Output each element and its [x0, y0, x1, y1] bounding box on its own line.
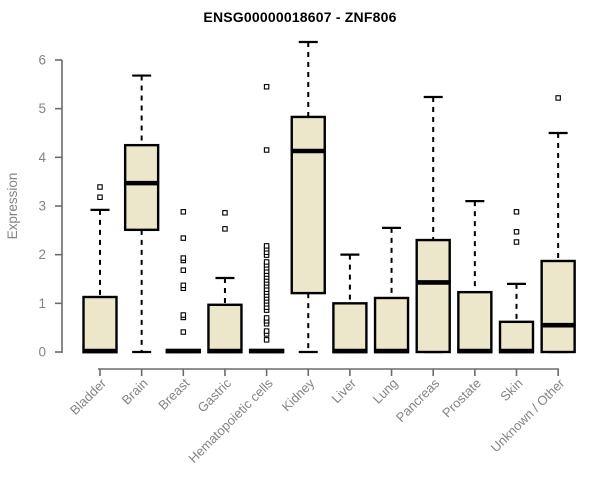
box-rect	[207, 303, 243, 354]
y-tick-label: 4	[38, 150, 46, 165]
box-rect	[540, 259, 576, 354]
box-group-brain	[123, 74, 160, 354]
outlier-point	[180, 267, 187, 273]
outlier-point	[263, 315, 270, 321]
outlier-point	[513, 239, 520, 245]
x-tick-label: Bladder	[67, 375, 110, 418]
box-group-pancreas	[415, 95, 451, 354]
outlier-point	[263, 243, 270, 249]
outlier-point	[180, 235, 187, 241]
x-tick-label: Liver	[328, 375, 359, 406]
box-group-kidney	[290, 40, 326, 354]
x-tick-label: Breast	[155, 375, 192, 412]
box-group-hematopoietic-cells	[248, 83, 285, 354]
outlier-point	[555, 95, 561, 101]
x-tick-label: Skin	[497, 376, 525, 404]
box-group-prostate	[457, 200, 493, 354]
outlier-point	[513, 209, 520, 215]
box-rect	[290, 115, 326, 295]
outlier-point	[263, 259, 270, 265]
box-group-unknown-other	[540, 95, 576, 354]
chart-title: ENSG00000018607 - ZNF806	[203, 9, 397, 25]
outlier-point	[263, 83, 270, 90]
x-tick-label: Gastric	[194, 375, 234, 415]
outlier-point	[222, 226, 228, 232]
y-tick-label: 5	[38, 101, 46, 116]
outlier-point	[180, 312, 187, 318]
outlier-point	[513, 229, 520, 235]
box-group-bladder	[82, 184, 118, 354]
outlier-point	[222, 210, 228, 216]
outlier-point	[263, 328, 270, 334]
outlier-point	[97, 194, 103, 200]
y-tick-label: 3	[38, 198, 46, 213]
x-tick-label: Pancreas	[393, 375, 443, 425]
outlier-point	[180, 282, 187, 289]
y-axis-title: Expression	[5, 173, 20, 240]
outlier-point	[263, 147, 270, 153]
y-tick-label: 6	[38, 52, 46, 67]
box-rect	[123, 143, 160, 232]
box-group-liver	[332, 253, 368, 354]
x-tick-label: Prostate	[439, 376, 484, 421]
x-tick-label: Lung	[370, 376, 401, 407]
outlier-point	[180, 209, 187, 215]
x-tick-label: Brain	[119, 376, 151, 408]
box-rect	[457, 290, 493, 354]
outlier-point	[180, 329, 187, 335]
box-rect	[415, 238, 451, 354]
y-tick-label: 0	[38, 345, 46, 360]
box-rect	[332, 302, 368, 354]
box-group-breast	[165, 209, 202, 354]
outlier-point	[97, 184, 103, 190]
box-group-gastric	[207, 210, 243, 354]
outlier-point	[180, 255, 187, 261]
box-group-lung	[373, 226, 410, 354]
x-tick-label: Unknown / Other	[488, 375, 568, 455]
box-rect	[373, 296, 410, 354]
box-rect	[82, 295, 118, 354]
y-tick-label: 1	[38, 296, 46, 311]
outlier-point	[263, 337, 270, 343]
box-rect	[498, 320, 535, 354]
box-group-skin	[498, 209, 535, 354]
x-tick-label: Kidney	[279, 375, 318, 414]
y-tick-label: 2	[38, 247, 46, 262]
